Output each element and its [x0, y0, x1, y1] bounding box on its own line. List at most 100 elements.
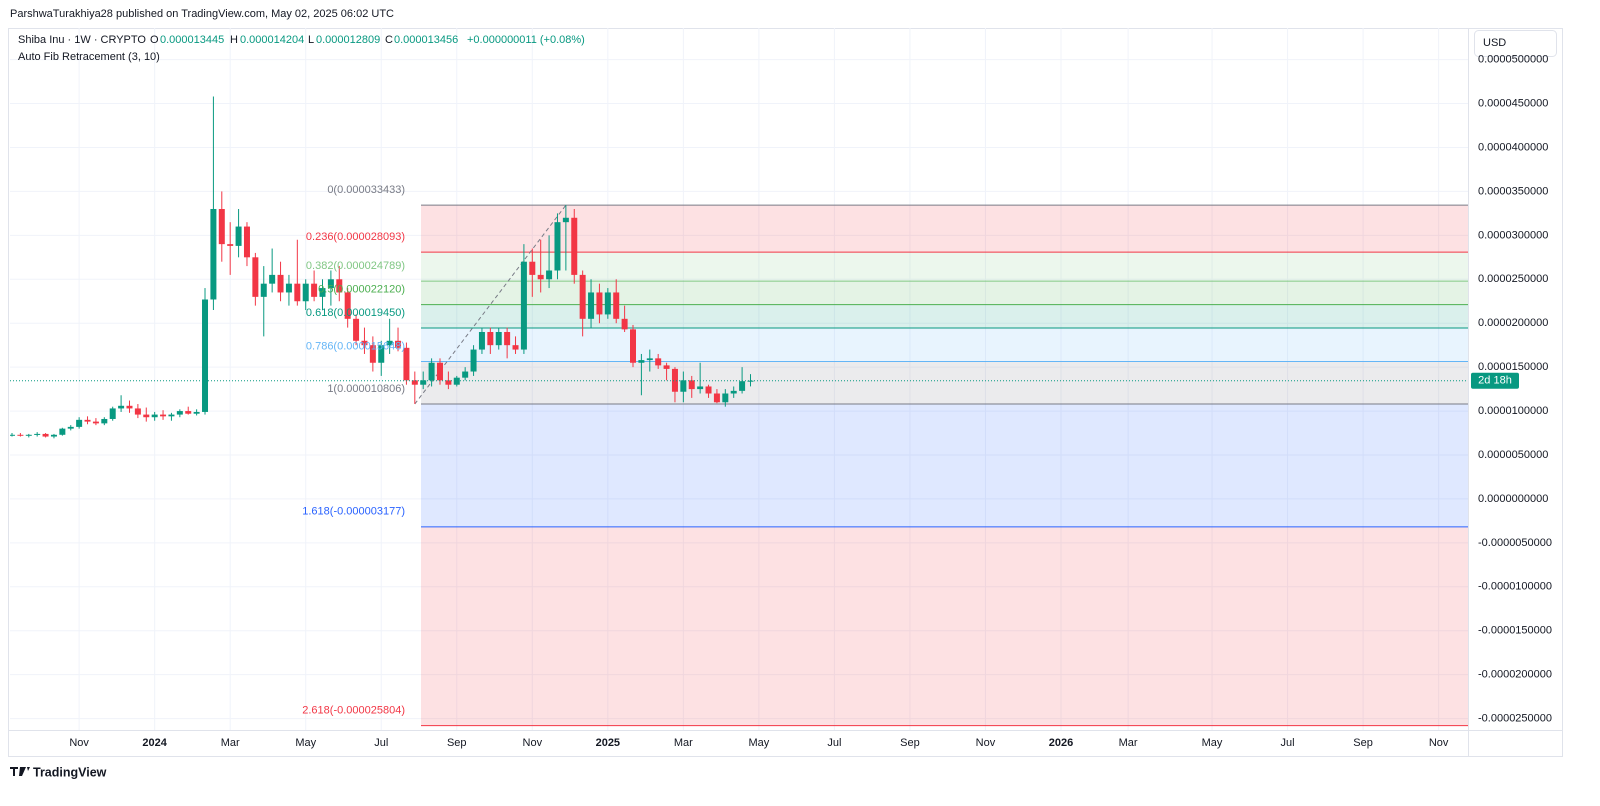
candle-body — [713, 393, 720, 403]
x-tick-label: Jul — [827, 737, 841, 749]
candle-body — [436, 362, 443, 381]
candle-body — [311, 283, 318, 297]
candle-body — [327, 279, 334, 289]
y-tick-label: -0.0000200000 — [1478, 669, 1552, 681]
fib-level-label: 0.236(0.000028093) — [306, 231, 405, 243]
candles — [10, 96, 1468, 439]
chart-frame — [8, 28, 1563, 757]
candle-body — [269, 274, 276, 284]
fib-level-label: 0(0.000033433) — [327, 184, 405, 196]
candle-body — [353, 318, 360, 341]
currency-button[interactable] — [1474, 30, 1557, 57]
fib-level-label: 0.5(0.000022120) — [318, 283, 405, 295]
candle-body — [646, 358, 653, 361]
candle-body — [193, 411, 200, 414]
x-tick-label: 2024 — [142, 737, 167, 749]
x-tick-label: Jul — [374, 737, 388, 749]
x-tick-label: May — [1202, 737, 1223, 749]
ohlc-value: 0.000013456 — [394, 34, 458, 46]
candle-body — [176, 411, 183, 415]
ohlc-value: 0.000014204 — [240, 34, 304, 46]
y-tick-label: 0.0000050000 — [1478, 449, 1548, 461]
candle-body — [369, 345, 376, 363]
x-tick-label: Sep — [447, 737, 467, 749]
fib-level-label: 0.618(0.000019450) — [306, 307, 405, 319]
candle-body — [688, 380, 695, 390]
candle-body — [663, 365, 670, 369]
fib-zone — [421, 252, 1468, 282]
candle-body — [59, 428, 66, 435]
candle-body — [361, 340, 368, 346]
fib-zone — [421, 328, 1468, 362]
candle-body — [76, 419, 83, 427]
ohlc-label: C — [385, 34, 393, 46]
candle-body — [50, 434, 57, 437]
ohlc-label: O — [150, 34, 159, 46]
x-tick-label: Nov — [523, 737, 543, 749]
candle-body — [630, 329, 637, 363]
fib-zone — [421, 205, 1468, 253]
y-tick-label: 0.0000150000 — [1478, 361, 1548, 373]
candle-body — [579, 274, 586, 319]
fib-zone — [421, 526, 1468, 726]
y-tick-label: -0.0000250000 — [1478, 712, 1552, 724]
candle-body — [596, 292, 603, 315]
ohlc-label: L — [308, 34, 314, 46]
candle-body — [34, 433, 41, 435]
candle-body — [680, 380, 687, 392]
x-tick-label: Mar — [674, 737, 693, 749]
fib-zone — [421, 281, 1468, 305]
x-tick-label: Nov — [1429, 737, 1449, 749]
y-tick-label: 0.0000000000 — [1478, 493, 1548, 505]
candle-body — [730, 390, 737, 394]
fib-zone — [421, 304, 1468, 329]
ohlc-label: H — [230, 34, 238, 46]
candle-body — [671, 368, 678, 392]
y-tick-label: -0.0000150000 — [1478, 625, 1552, 637]
candle-body — [504, 331, 511, 346]
ohlc-value: 0.000013445 — [160, 34, 224, 46]
grid — [10, 28, 1468, 730]
x-tick-label: 2026 — [1049, 737, 1073, 749]
candle-body — [420, 380, 427, 385]
y-tick-label: 0.0000100000 — [1478, 405, 1548, 417]
candle-body — [17, 434, 24, 436]
candle-body — [227, 244, 234, 246]
candle-body — [571, 217, 578, 275]
fib-level-label: 1.618(-0.000003177) — [302, 506, 405, 518]
countdown-label: 2d 18h — [1478, 375, 1512, 387]
candle-body — [285, 283, 292, 293]
fib-level-label: 0.382(0.000024789) — [306, 260, 405, 272]
candle-body — [134, 408, 141, 415]
candle-body — [126, 405, 133, 409]
candle-body — [294, 283, 301, 302]
candle-body — [378, 345, 385, 363]
candle-body — [67, 426, 74, 429]
symbol: Shiba Inu · 1W · CRYPTO — [18, 34, 146, 46]
logo-icon — [10, 767, 30, 776]
candle-body — [697, 386, 704, 390]
candle-body — [302, 283, 309, 302]
candle-body — [638, 360, 645, 363]
candle-body — [529, 261, 536, 275]
candle-body — [722, 393, 729, 403]
candle-body — [319, 288, 326, 297]
candle-body — [512, 345, 519, 350]
y-tick-label: 0.0000250000 — [1478, 273, 1548, 285]
candle-body — [588, 292, 595, 319]
candle-body — [185, 411, 192, 414]
x-tick-label: May — [295, 737, 316, 749]
candle-body — [109, 408, 116, 419]
last-price-tag — [1471, 372, 1519, 389]
y-tick-label: 0.0000450000 — [1478, 97, 1548, 109]
candle-body — [621, 318, 628, 330]
y-tick-label: -0.0000050000 — [1478, 537, 1552, 549]
candle-body — [411, 380, 418, 385]
candle-body — [453, 377, 460, 385]
candle-body — [160, 414, 167, 417]
candle-body — [470, 349, 477, 372]
candle-body — [562, 217, 569, 223]
candle-body — [151, 414, 158, 418]
